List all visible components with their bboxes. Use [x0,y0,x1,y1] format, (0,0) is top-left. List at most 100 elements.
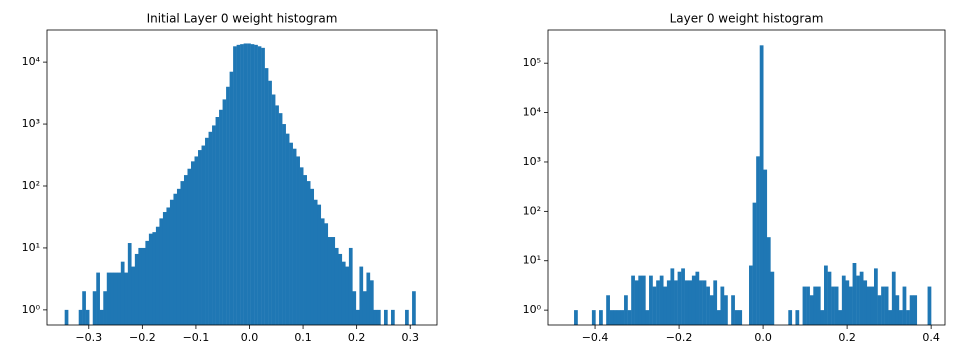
x-tick-label: 0.0 [241,331,259,344]
bar [652,286,657,325]
bar [841,275,846,325]
bar [720,286,725,325]
bar [827,271,832,325]
bar [620,310,625,325]
bar [152,232,157,325]
x-tick-label: 0.2 [348,331,366,344]
bar [759,45,764,325]
bar [285,133,290,325]
bar [282,124,286,325]
bar [902,286,907,325]
bar [155,226,160,325]
x-tick-label: 0.0 [754,331,772,344]
bar [148,233,153,325]
bar [373,309,378,325]
bar [191,161,195,325]
bar [299,167,304,325]
bar [874,268,878,325]
bar [324,223,329,325]
bar [831,286,835,325]
bar [106,272,111,325]
bar [306,181,311,325]
bar [405,309,409,325]
bar [120,261,125,325]
axes-frame [46,29,438,326]
bar [243,43,248,325]
bar [127,243,132,325]
bar [275,105,279,325]
y-tick-label: 10¹ [22,241,40,254]
bar [159,218,164,325]
bar [627,310,632,325]
y-tick-label: 10² [22,179,40,192]
bar [208,131,213,325]
bar [838,310,843,325]
bar [859,271,864,325]
bar [391,309,395,325]
bar [355,309,360,325]
bar [264,68,269,326]
bar [145,240,150,325]
bar [131,266,136,325]
bar [613,310,618,325]
y-tick-label: 10⁰ [523,303,542,316]
bar [866,286,871,325]
x-tick-label: 0.1 [294,331,312,344]
bar [117,272,122,325]
bar [296,156,300,325]
bar [331,237,336,325]
y-tick-label: 10¹ [523,254,541,267]
x-tick-label: 0.2 [838,331,856,344]
bar [849,286,853,325]
bar [688,280,693,325]
bar [292,148,297,325]
bar [809,295,814,325]
bar [194,156,199,325]
bar [215,116,220,326]
bar [226,86,230,326]
bar [877,295,882,325]
y-tick-label: 10³ [523,155,541,168]
bar [345,266,350,325]
bar [64,309,69,325]
bar [183,175,188,325]
bar [606,295,610,325]
bar [180,181,185,325]
bar [599,310,603,325]
bar [236,44,241,326]
bar [820,310,825,325]
bar [763,169,768,325]
bar [645,310,650,325]
bar [229,71,234,325]
bar [906,310,910,325]
y-tick-label: 10² [523,204,541,217]
bar [278,113,283,325]
bar [691,275,696,325]
bar [376,309,381,325]
bar [888,310,893,325]
bar [909,295,914,325]
bar [881,286,885,325]
chart-title: Initial Layer 0 weight histogram [147,12,338,26]
bar [103,291,107,325]
bar [634,280,639,325]
bar [731,295,735,325]
y-tick-label: 10⁰ [22,303,41,316]
y-tick-label: 10⁵ [523,56,541,69]
bar [320,218,325,325]
bar [591,310,596,325]
bar [82,291,86,325]
bar [834,286,839,325]
bar [257,46,262,325]
bar [788,310,793,325]
bar [574,310,578,325]
bar [724,295,728,325]
bar [677,271,682,325]
bar [806,286,810,325]
bar [240,44,244,326]
bar [212,125,216,325]
bar [795,310,800,325]
x-tick-label: −0.1 [183,331,210,344]
bar [770,271,775,325]
